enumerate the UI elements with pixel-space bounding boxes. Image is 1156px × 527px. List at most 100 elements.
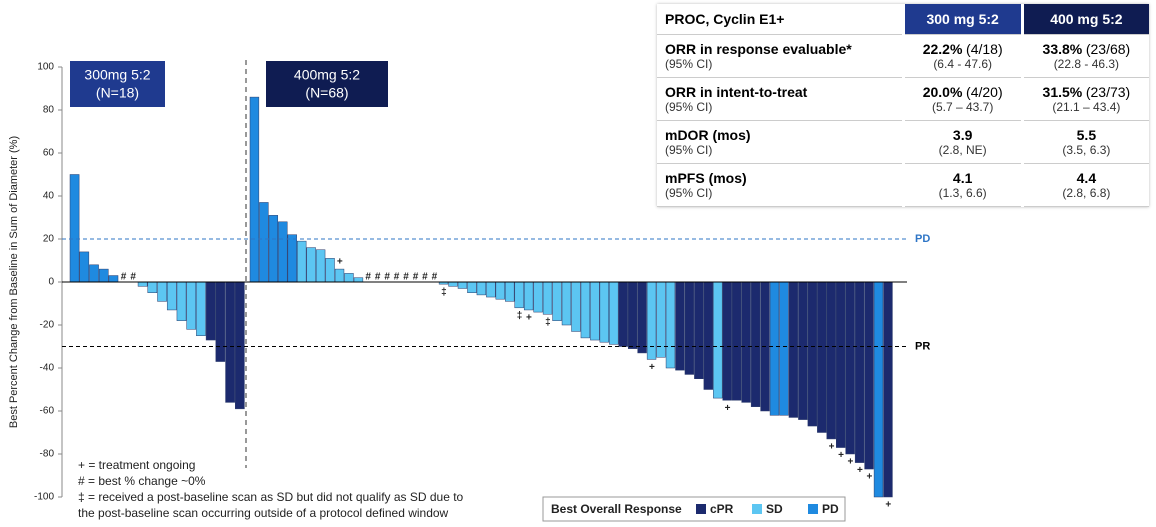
bar-flag: + (649, 362, 655, 373)
row-sublabel: (95% CI) (665, 57, 713, 71)
bar (646, 281, 657, 360)
bar (79, 251, 90, 283)
bar-flag: # (422, 272, 428, 283)
legend-label: SD (766, 502, 783, 516)
y-tick-label: -60 (40, 406, 55, 417)
value-ci: (3.5, 6.3) (1062, 143, 1111, 157)
reference-label: PD (915, 233, 930, 245)
y-tick-label: -40 (40, 363, 55, 374)
bar (627, 281, 638, 349)
bar (694, 281, 704, 379)
bar-flag: # (413, 272, 419, 283)
group-label: 300mg 5:2 (84, 67, 150, 83)
value-extra: (23/68) (1085, 41, 1131, 57)
bar-flag: + (526, 313, 532, 324)
value-cell: 20.0% (4/20) (5.7 – 43.7) (901, 77, 1023, 121)
reference-label: PR (915, 340, 930, 352)
legend-box (542, 496, 846, 522)
results-table: PROC, Cyclin E1+ 300 mg 5:2 400 mg 5:2 ORR … (657, 4, 1149, 207)
value-cell: 22.2% (4/18) (6.4 - 47.6) (901, 34, 1023, 78)
value-cell: 3.9 (2.8, NE) (901, 120, 1023, 164)
bar-flag: # (394, 272, 400, 283)
bar (467, 281, 477, 293)
row-label-cell: mDOR (mos) (95% CI) (657, 120, 904, 164)
row-label: ORR in response evaluable* (665, 41, 852, 57)
bar (732, 281, 742, 401)
footnote: ‡ = received a post-baseline scan as SD … (78, 490, 464, 504)
y-tick-label: 100 (37, 62, 54, 73)
bar (176, 281, 187, 321)
row-label: ORR in intent-to-treat (665, 84, 808, 100)
value-extra: (23/73) (1085, 84, 1131, 100)
value-main: 3.9 (952, 127, 973, 143)
bar (637, 281, 647, 354)
bar (334, 268, 345, 283)
footnote: + = treatment ongoing (78, 458, 195, 472)
bar (486, 281, 496, 298)
value-extra: (4/20) (966, 84, 1003, 100)
bar (69, 174, 80, 283)
value-line: 3.9 (913, 127, 1013, 143)
bar (656, 281, 666, 358)
header-row: PROC, Cyclin E1+ 300 mg 5:2 400 mg 5:2 (657, 4, 1149, 35)
value-line: 33.8% (23/68) (1032, 41, 1141, 57)
value-line: 4.1 (913, 170, 1013, 186)
value-main: 20.0% (922, 84, 963, 100)
bar-flag: ‡ (517, 310, 523, 321)
bar (675, 281, 685, 371)
bar (268, 215, 279, 283)
value-cell: 4.1 (1.3, 6.6) (901, 163, 1023, 207)
bar-flag: + (838, 450, 844, 461)
table-row: ORR in response evaluable* (95% CI) 22.2% … (657, 34, 1149, 78)
bar (235, 281, 245, 410)
value-cell: 31.5% (23/73) (21.1 – 43.4) (1020, 77, 1149, 121)
bar-flag: ‡ (441, 287, 447, 298)
bar (665, 281, 676, 369)
bar (533, 281, 543, 313)
bar (205, 281, 216, 341)
bar-flag: # (130, 272, 136, 283)
bar (259, 202, 269, 283)
bar-flag: + (829, 442, 835, 453)
bar (505, 281, 515, 302)
bar (826, 281, 836, 440)
y-tick-label: 40 (43, 191, 55, 202)
bar-flag: # (121, 272, 127, 283)
legend-swatch (752, 504, 762, 514)
group-n-label: (N=68) (305, 85, 348, 101)
y-tick-label: 20 (43, 234, 55, 245)
bar (448, 281, 458, 287)
bar-flag: + (866, 472, 872, 483)
legend-swatch (808, 504, 818, 514)
row-label-cell: ORR in intent-to-treat (95% CI) (657, 77, 904, 121)
y-tick-label: 0 (48, 277, 54, 288)
value-cell: 4.4 (2.8, 6.8) (1020, 163, 1149, 207)
bar-flag: + (725, 403, 731, 414)
bar-flag: # (432, 272, 438, 283)
value-main: 4.4 (1076, 170, 1097, 186)
value-line: 22.2% (4/18) (913, 41, 1013, 57)
bar (854, 281, 865, 463)
value-cell: 33.8% (23/68) (22.8 - 46.3) (1020, 34, 1149, 78)
bar (353, 277, 364, 283)
bar (278, 221, 288, 283)
row-sublabel: (95% CI) (665, 100, 713, 114)
y-axis-label: Best Percent Change from Baseline in Sum… (8, 136, 20, 428)
value-line: 20.0% (4/20) (913, 84, 1013, 100)
row-label: mPFS (mos) (665, 170, 747, 186)
y-tick-label: -20 (40, 320, 55, 331)
group-box (266, 61, 388, 107)
row-label: mDOR (mos) (665, 127, 751, 143)
bar-flag: # (384, 272, 390, 283)
bar (287, 234, 297, 283)
table-row: mPFS (mos) (95% CI) 4.1 (1.3, 6.6) 4.4 (2.8, … (657, 163, 1149, 207)
y-tick-label: -80 (40, 449, 55, 460)
legend-label: cPR (710, 502, 734, 516)
bar (883, 281, 893, 498)
bar (552, 281, 562, 321)
bar (571, 281, 581, 332)
bar (476, 281, 487, 296)
bar (817, 281, 827, 433)
